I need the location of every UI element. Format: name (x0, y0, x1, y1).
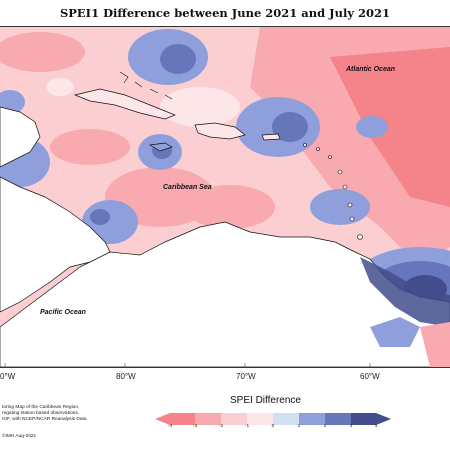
wet-core-atlantic (272, 112, 308, 142)
near-normal-region (160, 87, 240, 127)
puerto-rico-island (261, 133, 281, 141)
legend-tick: -4 (167, 424, 173, 429)
lesser-antilles (303, 143, 363, 240)
wet-region-east (356, 116, 388, 138)
wet-region-gulf-edge (0, 90, 25, 114)
bahamas-islands (119, 71, 173, 100)
credit-line-1: toring Map of the Caribbean Region, (2, 405, 80, 410)
legend-tick: 4 (374, 424, 378, 429)
hispaniola-island (194, 122, 246, 140)
dry-overlay-east (420, 322, 450, 367)
longitude-label-west: 0°W (0, 372, 16, 381)
credit-copyright: ©IMH Aug-2021 (2, 434, 37, 439)
spei-map: Atlantic Ocean Caribbean Sea Pacific Oce… (0, 26, 450, 368)
legend-tick: 3 (349, 424, 353, 429)
legend-tick: -2 (218, 424, 224, 429)
legend-tick: 1 (297, 424, 301, 429)
jamaica-island (148, 142, 173, 152)
wet-region-lesser-antilles (310, 189, 370, 225)
longitude-label-80w: 80°W (116, 372, 136, 381)
legend-title: SPEI Difference (230, 395, 301, 406)
legend-tick: 0 (271, 424, 275, 429)
near-normal-spot (46, 78, 74, 96)
atlantic-ocean-label: Atlantic Ocean (346, 66, 396, 73)
legend-tick: -3 (192, 424, 198, 429)
wet-core-bahamas (160, 44, 196, 74)
credit-line-3: IOF, with NCEP/NCAR Reanalysis Data (2, 417, 87, 422)
central-america-land (0, 176, 111, 313)
pacific-ocean-label: Pacific Ocean (40, 309, 86, 316)
caribbean-sea-label: Caribbean Sea (163, 184, 212, 191)
longitude-ticks (4, 363, 371, 367)
credit-line-2: regating station based observations, (2, 411, 80, 416)
map-title: SPEI1 Difference between June 2021 and J… (59, 6, 391, 20)
wet-core-panama (90, 209, 110, 225)
dry-region-yucatan (50, 129, 130, 165)
strong-dry-region-atlantic (330, 47, 450, 207)
dry-region-central (185, 185, 275, 229)
legend-tick: -1 (244, 424, 250, 429)
wet-overlay-interior (370, 317, 420, 347)
legend-tick: 2 (323, 424, 327, 429)
wet-overlay-guiana-coast (360, 257, 450, 327)
dry-region-gulf (0, 32, 85, 72)
longitude-label-70w: 70°W (236, 372, 256, 381)
map-canvas (0, 27, 450, 367)
cuba-island (73, 88, 176, 120)
longitude-label-60w: 60°W (360, 372, 380, 381)
yucatan-land (0, 106, 41, 168)
